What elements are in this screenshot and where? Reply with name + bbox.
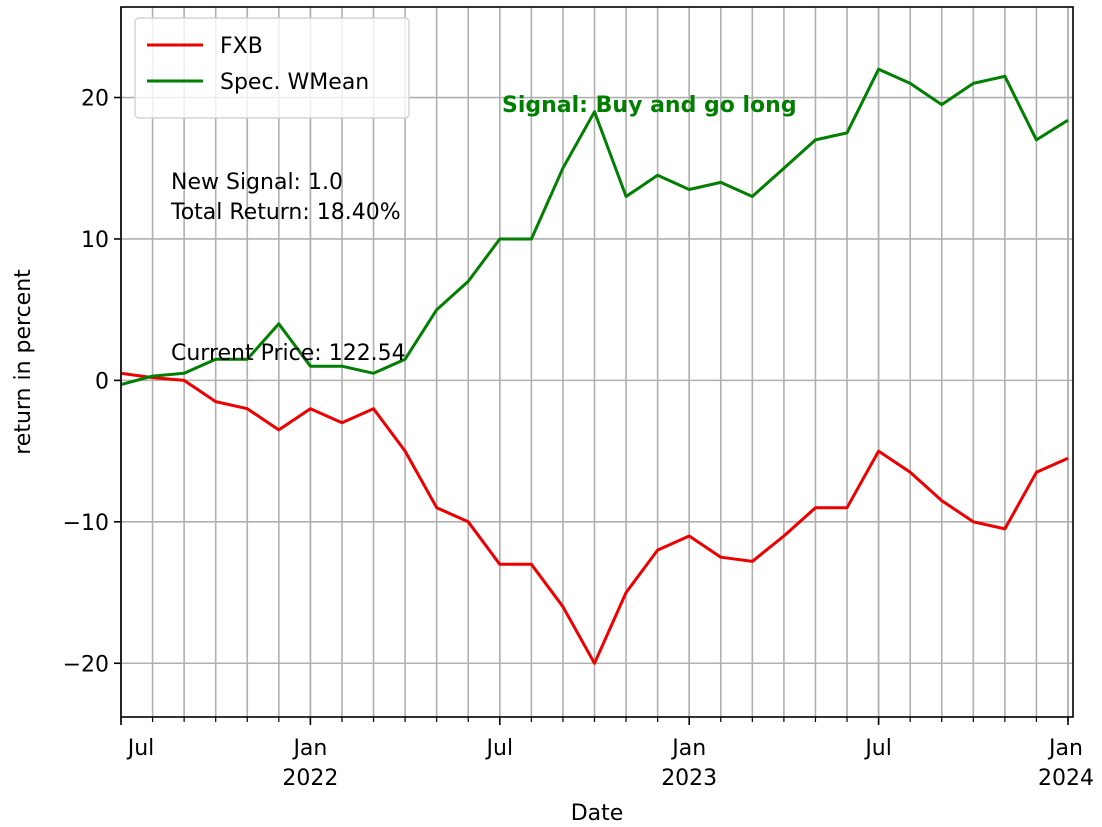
x-tick-label: Jul <box>126 736 155 761</box>
line-series <box>120 67 1069 387</box>
y-axis-label: return in percent <box>11 269 36 455</box>
legend-label: Spec. WMean <box>220 70 369 95</box>
y-tick-label: 0 <box>95 369 109 394</box>
x-tick-label: Jan 2023 <box>661 736 717 791</box>
annotation: Signal: Buy and go long <box>502 93 797 118</box>
x-tick-label: Jan 2022 <box>282 736 338 791</box>
y-tick-label: −20 <box>63 652 109 677</box>
legend-label: FXB <box>220 34 263 59</box>
annotation: New Signal: 1.0 <box>171 170 343 195</box>
y-tick-label: 20 <box>81 87 109 112</box>
x-tick-label: Jan 2024 <box>1038 736 1094 791</box>
x-tick-label: Jul <box>863 736 892 761</box>
x-axis-label: Date <box>571 801 624 826</box>
legend-box <box>134 17 410 119</box>
annotation: Current Price: 122.54 <box>171 341 406 366</box>
annotation: Total Return: 18.40% <box>170 200 401 225</box>
x-tick-label: Jul <box>485 736 514 761</box>
y-tick-label: −10 <box>63 511 109 536</box>
line-series <box>120 371 1069 665</box>
y-tick-label: 10 <box>81 228 109 253</box>
plot-frame <box>120 6 1074 718</box>
